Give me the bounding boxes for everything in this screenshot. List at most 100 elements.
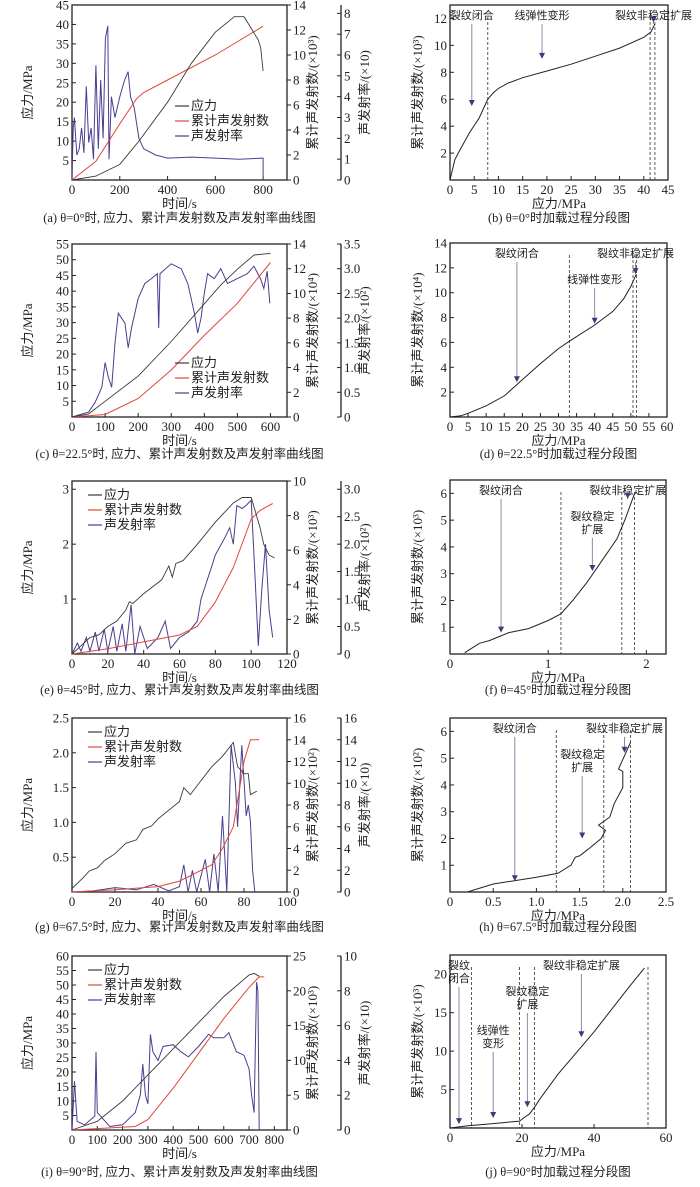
x-tick-label: 700 bbox=[239, 1132, 259, 1147]
y-tick-label: 40 bbox=[56, 17, 69, 32]
y-tick-label: 10 bbox=[434, 285, 447, 300]
stage-label: 裂纹闭合 bbox=[495, 246, 539, 260]
x-tick-label: 15 bbox=[498, 419, 511, 434]
y3-tick-label: 0 bbox=[344, 410, 351, 425]
panel-g: 0 20 40 60 80 1000.51.01.52.02.5时间/s应力/MPa(g)… bbox=[20, 711, 372, 935]
y2-tick-label: 15 bbox=[293, 1018, 306, 1033]
y-tick-label: 20 bbox=[434, 967, 447, 982]
y3-tick-label: 6 bbox=[344, 48, 351, 63]
y2-tick-label: 12 bbox=[293, 23, 306, 38]
legend-entry: 累计声发射数 bbox=[104, 502, 182, 517]
y-tick-label: 10 bbox=[56, 134, 69, 149]
series-stress bbox=[71, 972, 260, 1131]
panel-h: 0 0.5 1.0 1.5 2.0 2.5 1 2 3 4 5 6 应力/MPa 累计声发射数/(×10²… bbox=[410, 717, 674, 934]
y3-tick-label: 2 bbox=[344, 131, 351, 146]
series-cumulative-vs-stress bbox=[449, 23, 656, 181]
stage-label: 扩展 bbox=[581, 522, 603, 536]
y-tick-label: 15 bbox=[56, 362, 69, 377]
series-stress bbox=[71, 252, 271, 418]
x-tick-label: 400 bbox=[163, 1132, 183, 1147]
x-tick-label: 100 bbox=[277, 894, 297, 909]
x-tick-label: 45 bbox=[606, 419, 619, 434]
panel-d: 0 5 10 15 20 25 30 35 40 45 50 55 60 2 4 6 8 10 12 14 应力/MPa… bbox=[410, 236, 674, 462]
stage-arrow-icon bbox=[490, 1112, 497, 1119]
x-tick-label: 0 bbox=[69, 182, 76, 197]
stage-label: 变形 bbox=[482, 1036, 504, 1050]
x-tick-label: 0 bbox=[447, 182, 454, 197]
y-axis-label: 应力/MPa bbox=[20, 65, 35, 119]
stage-label: 裂纹 bbox=[448, 958, 470, 972]
y-tick-label: 5 bbox=[441, 1082, 448, 1097]
y3-tick-label: 1.5 bbox=[344, 335, 360, 350]
stage-arrow-icon bbox=[621, 746, 628, 753]
y2-tick-label: 20 bbox=[293, 983, 306, 998]
x-tick-label: 40 bbox=[588, 419, 601, 434]
y-tick-label: 1 bbox=[63, 592, 70, 607]
y-tick-label: 55 bbox=[56, 237, 69, 252]
y-tick-label: 6 bbox=[441, 486, 448, 501]
y-tick-label: 15 bbox=[56, 1079, 69, 1094]
y3-tick-label: 1 bbox=[344, 152, 351, 167]
y3-tick-label: 1.0 bbox=[344, 592, 360, 607]
stage-arrow-icon bbox=[632, 268, 639, 275]
y2-axis-label: 累计声发射数/(×10²) bbox=[305, 748, 320, 863]
y3-tick-label: 16 bbox=[344, 711, 358, 726]
y-tick-label: 5 bbox=[441, 751, 448, 766]
x-axis-label: 时间/s bbox=[162, 670, 197, 685]
y3-tick-label: 8 bbox=[344, 6, 351, 21]
series-ae-rate bbox=[71, 499, 274, 655]
x-tick-label: 0 bbox=[69, 1132, 76, 1147]
y-tick-label: 1.5 bbox=[53, 780, 69, 795]
y2-tick-label: 4 bbox=[293, 841, 300, 856]
panel-caption: (b) θ=0°时加载过程分段图 bbox=[488, 210, 630, 225]
y3-tick-label: 2 bbox=[344, 1088, 351, 1103]
y-axis-label: 累计声发射数/(×10⁴) bbox=[410, 272, 425, 387]
y-tick-label: 12 bbox=[434, 260, 447, 275]
x-tick-label: 50 bbox=[624, 419, 637, 434]
y2-tick-label: 0 bbox=[293, 1123, 300, 1138]
y2-tick-label: 16 bbox=[293, 711, 307, 726]
y3-axis-label: 声发射率/(×10) bbox=[357, 50, 372, 135]
x-tick-label: 40 bbox=[588, 1130, 601, 1145]
stage-arrow-icon bbox=[539, 52, 546, 59]
legend-entry: 声发射率 bbox=[191, 128, 243, 143]
x-tick-label: 300 bbox=[161, 419, 181, 434]
legend-entry: 应力 bbox=[191, 98, 217, 113]
x-tick-label: 400 bbox=[195, 419, 215, 434]
stage-label: 线弹性变形 bbox=[515, 8, 570, 22]
y-tick-label: 5 bbox=[63, 394, 70, 409]
x-tick-label: 60 bbox=[661, 419, 674, 434]
y-tick-label: 5 bbox=[63, 1108, 70, 1123]
x-axis-label: 应力/MPa bbox=[531, 1144, 585, 1159]
series-cumulative-vs-stress bbox=[467, 741, 632, 893]
y-tick-label: 2 bbox=[63, 537, 70, 552]
y-tick-label: 2.0 bbox=[53, 745, 69, 760]
y3-tick-label: 4 bbox=[344, 89, 351, 104]
plot-frame bbox=[71, 243, 288, 418]
x-tick-label: 55 bbox=[642, 419, 655, 434]
stage-arrow-icon bbox=[578, 1031, 585, 1038]
stage-label: 裂纹稳定 bbox=[505, 984, 549, 998]
y-tick-label: 6 bbox=[441, 335, 448, 350]
y2-tick-label: 14 bbox=[293, 237, 307, 252]
x-tick-label: 200 bbox=[110, 182, 130, 197]
stage-arrow-icon bbox=[456, 1118, 462, 1125]
y-tick-label: 30 bbox=[56, 315, 69, 330]
x-tick-label: 600 bbox=[261, 419, 281, 434]
y-tick-label: 2 bbox=[441, 831, 448, 846]
y2-tick-label: 0 bbox=[293, 173, 300, 188]
y-tick-label: 1.0 bbox=[53, 815, 69, 830]
y3-tick-label: 3 bbox=[344, 110, 351, 125]
y-tick-label: 2 bbox=[441, 146, 448, 161]
y2-tick-label: 2 bbox=[293, 148, 300, 163]
y-axis-label: 累计声发射数/(×10³) bbox=[410, 510, 425, 625]
x-axis-label: 时间/s bbox=[162, 908, 197, 923]
legend-entry: 累计声发射数 bbox=[191, 370, 269, 385]
x-tick-label: 20 bbox=[516, 1130, 529, 1145]
x-axis-label: 应力/MPa bbox=[531, 908, 585, 923]
y3-tick-label: 0 bbox=[344, 647, 351, 662]
stage-label: 裂纹闭合 bbox=[450, 8, 494, 22]
legend-entry: 累计声发射数 bbox=[191, 113, 269, 128]
x-tick-label: 0.5 bbox=[485, 894, 501, 909]
